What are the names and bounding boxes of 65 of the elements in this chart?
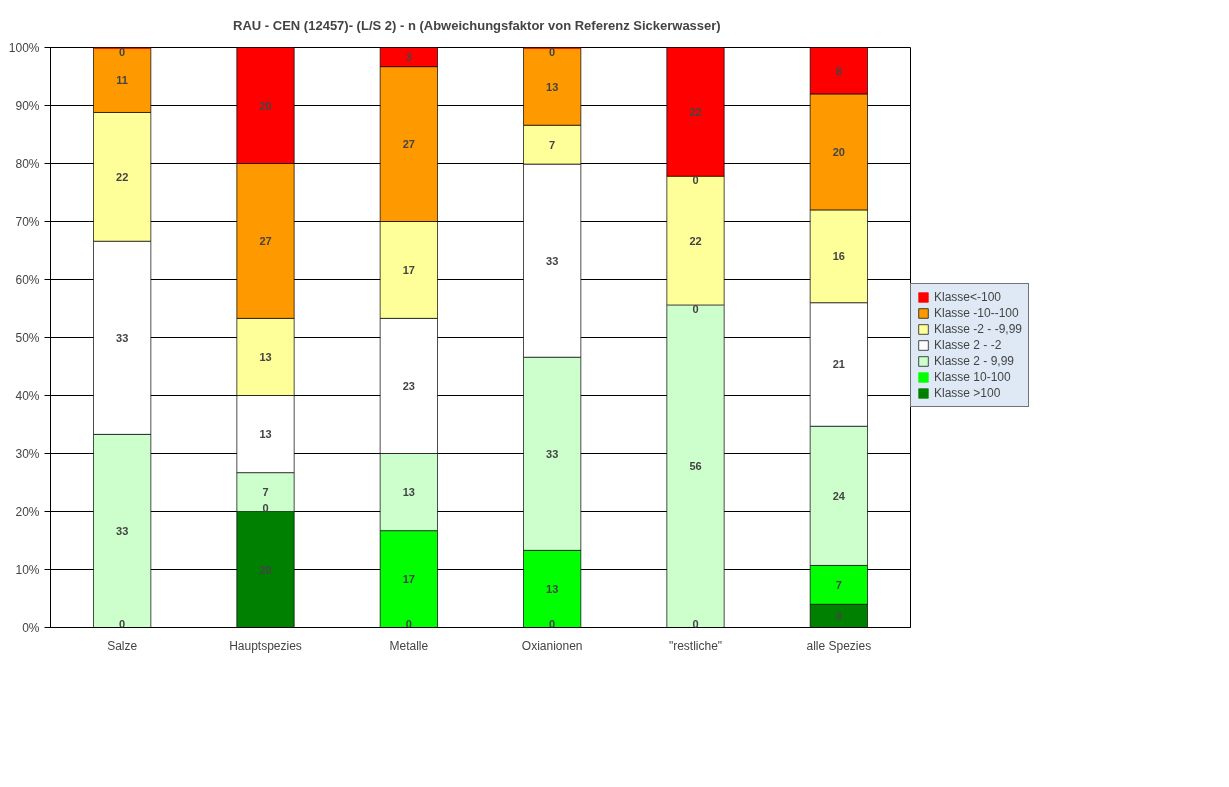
data-label: 24 (832, 489, 846, 502)
data-label: 13 (546, 582, 559, 595)
data-label: 20 (259, 99, 272, 112)
data-label: 17 (402, 573, 415, 586)
data-label: 27 (259, 234, 272, 247)
data-label: 16 (832, 250, 845, 263)
data-label: 3 (405, 51, 412, 64)
data-label: 13 (546, 80, 559, 93)
data-label: 8 (835, 64, 842, 77)
x-tick-label: Metalle (389, 638, 429, 653)
y-tick-label: 20% (15, 504, 40, 519)
data-label: 13 (259, 428, 272, 441)
data-label: 23 (402, 379, 415, 392)
legend-label: Klasse 10-100 (934, 370, 1011, 384)
y-tick-label: 0% (22, 620, 40, 635)
legend-label: Klasse<-100 (934, 290, 1002, 304)
data-label: 11 (116, 74, 128, 87)
legend-label: Klasse -2 - -9,99 (934, 322, 1023, 336)
x-tick-label: Salze (107, 638, 138, 653)
data-label: 21 (832, 358, 845, 371)
data-label: 0 (549, 46, 556, 59)
y-tick-label: 40% (15, 388, 40, 403)
data-label: 22 (116, 170, 129, 183)
data-label: 0 (405, 617, 412, 630)
y-tick-label: 10% (15, 562, 40, 577)
y-tick-label: 80% (15, 156, 40, 171)
data-label: 0 (119, 617, 126, 630)
data-label: 13 (402, 486, 415, 499)
data-label: 0 (692, 303, 699, 316)
data-label: 33 (116, 331, 129, 344)
data-label: 7 (262, 486, 269, 499)
data-label: 20 (832, 145, 845, 158)
data-label: 7 (835, 578, 842, 591)
x-tick-label: "restliche" (668, 638, 723, 653)
legend-label: Klasse >100 (934, 386, 1001, 400)
data-label: 20 (259, 563, 272, 576)
legend-label: Klasse 2 - -2 (934, 338, 1002, 352)
data-label: 22 (689, 234, 702, 247)
data-label: 17 (402, 263, 415, 276)
x-tick-label: Hauptspezies (229, 638, 302, 653)
data-label: 4 (835, 609, 843, 622)
data-label: 0 (692, 617, 699, 630)
data-label: 33 (546, 254, 559, 267)
y-tick-label: 100% (8, 40, 40, 55)
data-label: 56 (689, 460, 702, 473)
data-label: 13 (259, 350, 272, 363)
data-label: 33 (116, 524, 129, 537)
legend-label: Klasse 2 - 9,99 (934, 354, 1015, 368)
data-label: 0 (119, 46, 126, 59)
y-tick-label: 90% (15, 98, 40, 113)
y-tick-label: 30% (15, 446, 40, 461)
data-label: 0 (262, 501, 269, 514)
data-label: 0 (692, 174, 699, 187)
legend-label: Klasse -10--100 (934, 306, 1019, 320)
y-tick-label: 70% (15, 214, 40, 229)
data-label: 0 (549, 617, 556, 630)
data-label: 7 (549, 138, 556, 151)
chart-title: RAU - CEN (12457)- (L/S 2) - n (Abweichungsfaktor von Referenz Sickerwasser) (233, 17, 721, 33)
x-tick-label: alle Spezies (806, 638, 872, 653)
data-label: 22 (689, 105, 702, 118)
data-label: 33 (546, 447, 559, 460)
data-label: 27 (402, 138, 415, 151)
y-tick-label: 50% (15, 330, 40, 345)
x-tick-label: Oxianionen (521, 638, 583, 653)
y-tick-label: 60% (15, 272, 40, 287)
